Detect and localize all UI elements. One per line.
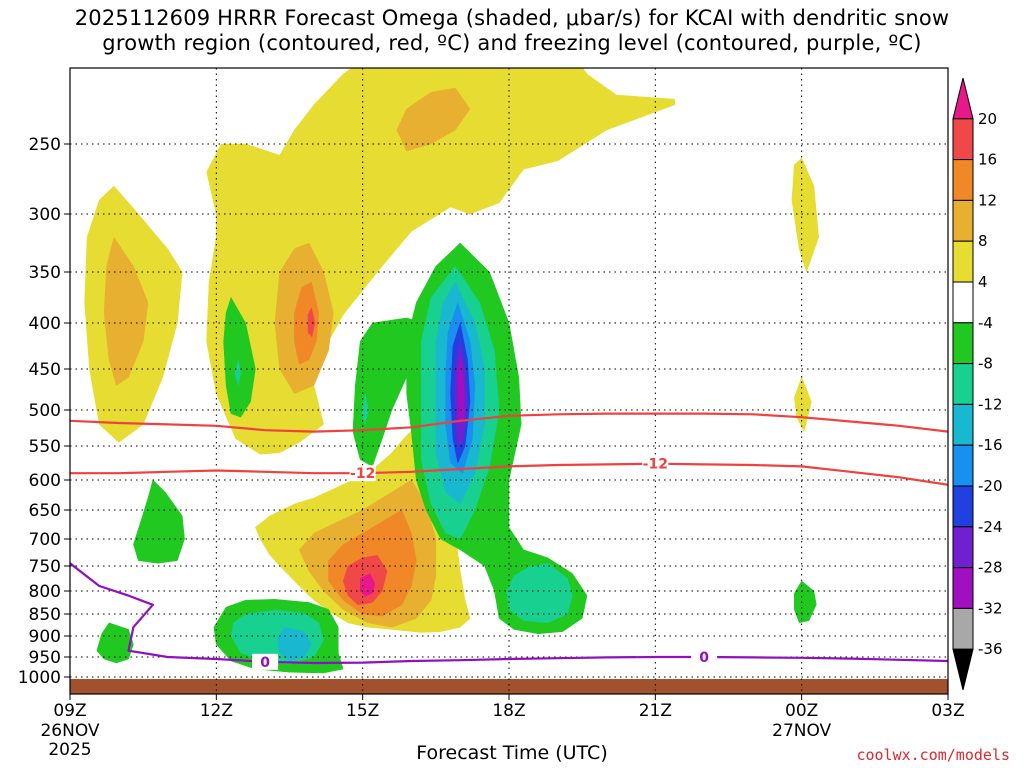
colorbar-bin-1 [952,118,974,161]
omega-pos-mid-peak [307,307,316,338]
contour-dgz-bottom [70,462,948,486]
contour-label-freezing-level-1: 0 [699,650,709,666]
omega-pos-upper-ring [396,87,471,152]
colorbar-bin-8 [952,403,974,446]
colorbar-bin-5 [952,281,974,324]
credit-link[interactable]: coolwx.com/models [856,746,1010,764]
xtick-label-09Z: 09Z [53,701,86,721]
xtick-sub-00Z: 27NOV [772,721,831,741]
colorbar-label-11: -28 [978,559,1003,577]
contour-label-bg-dgz-bottom-1 [642,455,669,472]
contour-label-bg-dgz-bottom-0 [349,465,376,482]
colorbar-label-12: -32 [978,599,1003,617]
contour-label-bg-freezing-level-1 [691,649,718,665]
ytick-label-300: 300 [29,205,61,225]
colorbar-cap-top [952,77,974,120]
colorbar-bin-12 [952,567,974,609]
ytick-label-400: 400 [29,314,61,334]
colorbar-bin-2 [952,159,974,201]
xtick-label-03Z: 03Z [931,701,964,721]
colorbar-bin-7 [952,363,974,405]
ytick-label-1000: 1000 [18,668,61,688]
omega-neg-10z [133,479,185,564]
ytick-label-700: 700 [29,530,61,550]
colorbar-label-6: -8 [978,355,993,373]
omega-shading [70,68,948,694]
colorbar-label-7: -12 [978,395,1003,413]
xtick-label-12Z: 12Z [200,701,233,721]
axes: 2503003504004505005506006507007508008509… [18,67,965,760]
ytick-label-350: 350 [29,263,61,283]
xtick-label-21Z: 21Z [639,701,672,721]
colorbar-bin-4 [952,240,974,283]
omega-neg-09z-low [96,622,134,664]
omega-neg-15z-mid-core [361,393,369,425]
colorbar-bin-11 [952,526,974,569]
ytick-label-650: 650 [29,501,61,521]
ytick-label-850: 850 [29,605,61,625]
colorbar-label-3: 8 [978,232,988,250]
ytick-label-450: 450 [29,360,61,380]
contour-label-dgz-bottom-0: -12 [350,466,375,482]
colorbar-label-4: 4 [978,273,988,291]
contour-label-dgz-bottom-1: -12 [643,457,668,473]
x-axis-title: Forecast Time (UTC) [416,742,608,764]
colorbar-cap-bottom [952,648,974,691]
contour-label-freezing-level-0: 0 [260,655,270,671]
omega-neg-00z-low [794,580,817,624]
colorbar-bin-6 [952,322,974,365]
omega-neg-low-left-3 [277,626,312,661]
colorbar-label-10: -24 [978,518,1003,536]
chart-title: 2025112609 HRRR Forecast Omega (shaded, … [0,6,1024,56]
omega-pos-upper [206,68,676,455]
ytick-label-900: 900 [29,627,61,647]
colorbar-bin-13 [952,607,974,650]
terrain-surface [70,679,948,694]
omega-neg-column-peak [457,359,465,425]
ytick-label-750: 750 [29,557,61,577]
omega-neg-18z-low [506,563,573,624]
contours: -12 -12 0 0 [70,412,948,671]
colorbar: 20 16 12 8 4 -4 -8 -12 -16 -20 -24 -28 -32 -36 [952,77,1003,691]
xtick-label-18Z: 18Z [492,701,525,721]
ytick-label-950: 950 [29,648,61,668]
omega-pos-00z-mid [794,376,812,432]
title-line-2: growth region (contoured, red, ºC) and f… [102,31,922,55]
colorbar-label-5: -4 [978,314,993,332]
colorbar-bin-3 [952,199,974,242]
colorbar-bin-9 [952,444,974,487]
contour-label-bg-freezing-level-0 [252,653,279,670]
xtick-label-00Z: 00Z [785,701,818,721]
xtick-sub-09Z: 26NOV [40,721,99,741]
xtick-label-15Z: 15Z [346,701,379,721]
colorbar-label-13: -36 [978,640,1003,658]
ytick-label-550: 550 [29,437,61,457]
colorbar-bin-10 [952,485,974,528]
contour-dgz-top [70,412,948,433]
ytick-label-250: 250 [29,135,61,155]
colorbar-label-9: -20 [978,477,1003,495]
ytick-label-600: 600 [29,471,61,491]
omega-pos-lower-peak [359,573,376,597]
omega-pos-left-core [103,236,149,386]
omega-neg-12z [223,297,256,418]
ytick-label-500: 500 [29,401,61,421]
colorbar-label-1: 16 [978,151,997,169]
colorbar-label-8: -16 [978,436,1003,454]
contour-freezing-level [70,562,948,665]
colorbar-label-2: 12 [978,191,997,209]
xtick-sub2-09Z: 2025 [48,740,91,760]
omega-pos-00z-upper [791,157,819,273]
title-line-1: 2025112609 HRRR Forecast Omega (shaded, … [74,6,950,30]
colorbar-label-0: 20 [978,110,997,128]
ytick-label-800: 800 [29,582,61,602]
